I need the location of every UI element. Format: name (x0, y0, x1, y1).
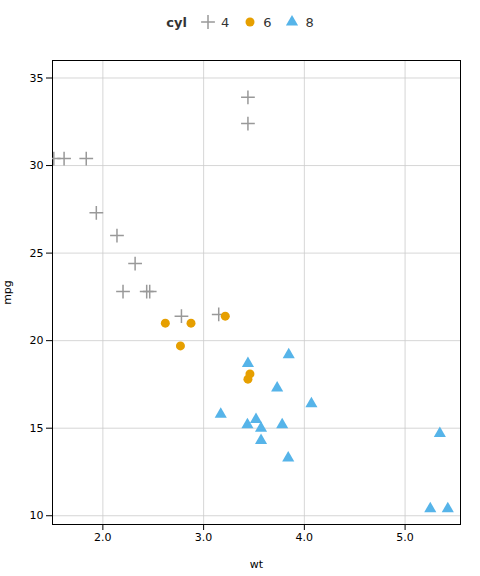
svg-text:35: 35 (30, 72, 44, 85)
html-text:8: 8 (305, 14, 314, 30)
svg-text:wt: wt (250, 558, 264, 571)
svg-text:30: 30 (30, 159, 44, 172)
svg-text:25: 25 (30, 247, 44, 260)
svg-text:mpg: mpg (1, 280, 14, 305)
html-text:6: 6 (263, 14, 272, 30)
svg-text:4.0: 4.0 (296, 531, 314, 544)
svg-text:3.0: 3.0 (195, 531, 213, 544)
svg-text:15: 15 (30, 422, 44, 435)
html-text:cyl: cyl (166, 14, 187, 30)
html-text:4: 4 (220, 14, 230, 30)
svg-text:5.0: 5.0 (396, 531, 414, 544)
svg-text:10: 10 (30, 509, 44, 522)
svg-text:20: 20 (30, 334, 44, 347)
svg-text:2.0: 2.0 (94, 531, 112, 544)
